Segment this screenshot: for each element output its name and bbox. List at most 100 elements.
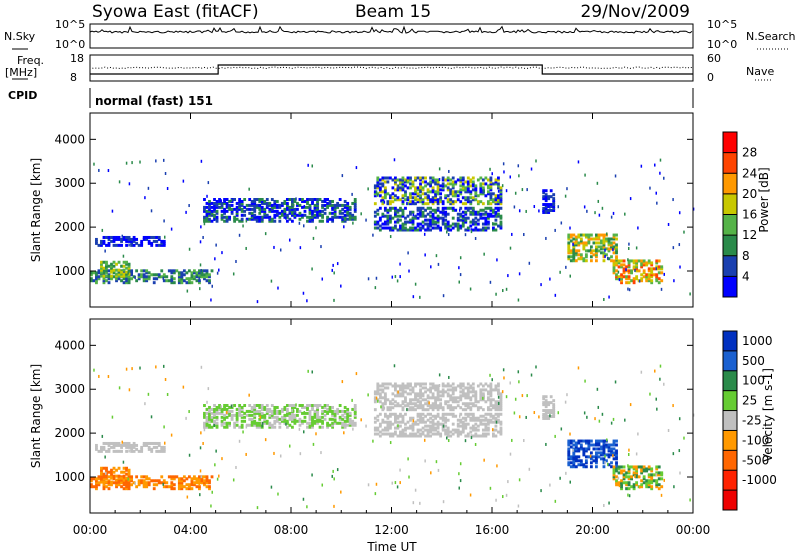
velocity-cell	[416, 412, 420, 416]
power-cell	[127, 277, 131, 281]
power-cell	[405, 179, 407, 183]
power-cell	[210, 219, 214, 223]
power-cell	[486, 190, 490, 194]
power-cell	[190, 271, 194, 275]
velocity-cell	[220, 411, 224, 415]
velocity-cell	[484, 426, 488, 430]
power-cell	[486, 214, 490, 218]
velocity-cell	[607, 449, 611, 453]
power-cell	[567, 235, 571, 239]
velocity-cell	[213, 415, 216, 419]
power-cell	[449, 190, 453, 194]
velocity-cell	[216, 477, 219, 481]
power-cell	[589, 245, 593, 249]
power-cell	[582, 247, 586, 251]
velocity-cell	[135, 485, 139, 489]
velocity-cell	[560, 427, 563, 431]
power-cell	[243, 213, 247, 217]
velocity-cell	[589, 451, 593, 455]
power-cell	[343, 217, 347, 221]
power-cell	[481, 202, 485, 206]
velocity-cell	[552, 403, 556, 407]
power-cell	[135, 241, 139, 245]
power-cell	[544, 210, 548, 214]
velocity-cell	[340, 490, 342, 494]
velocity-cell	[130, 449, 134, 453]
velocity-cell	[439, 404, 443, 408]
velocity-cell	[459, 432, 463, 436]
velocity-cell	[426, 404, 430, 408]
power-cell	[399, 208, 402, 212]
velocity-cell	[355, 372, 358, 376]
velocity-cell	[127, 478, 131, 482]
power-cell	[399, 178, 402, 182]
velocity-cell	[105, 475, 108, 479]
velocity-cell	[494, 386, 498, 390]
velocity-cell	[612, 443, 616, 447]
power-cell	[632, 265, 636, 269]
velocity-cell	[431, 420, 435, 424]
power-cell	[434, 198, 438, 202]
velocity-cell	[419, 382, 422, 386]
power-cell	[416, 216, 420, 220]
velocity-cell	[323, 404, 327, 408]
power-cell	[223, 219, 226, 223]
freq-panel: Freq. [MHz] 18 8 60 0 Nave	[5, 52, 774, 84]
power-cell	[306, 201, 309, 205]
power-cell	[125, 281, 128, 285]
velocity-cell	[640, 370, 643, 374]
velocity-cell	[200, 481, 204, 485]
power-cell	[441, 184, 445, 188]
power-cell	[406, 220, 410, 224]
power-cell	[411, 222, 415, 226]
velocity-cell	[492, 398, 495, 402]
velocity-cell	[318, 415, 322, 419]
power-cell	[389, 235, 392, 239]
velocity-cell	[383, 398, 387, 402]
velocity-cell	[628, 448, 630, 452]
power-cell	[545, 236, 547, 240]
power-cell	[220, 213, 224, 217]
velocity-cell	[479, 398, 483, 402]
velocity-cell	[595, 441, 598, 445]
velocity-cell	[405, 385, 407, 389]
power-cell	[451, 176, 455, 180]
power-cell	[492, 226, 495, 230]
power-cell	[597, 199, 600, 203]
power-ylabel: Slant Range [km]	[29, 158, 43, 262]
velocity-cell	[353, 415, 357, 419]
power-cell	[328, 203, 332, 207]
power-cell	[140, 239, 144, 243]
velocity-cell	[127, 445, 131, 449]
power-cell	[469, 192, 473, 196]
power-cell	[647, 279, 651, 283]
power-cell	[584, 243, 588, 247]
velocity-cell	[399, 392, 402, 396]
power-cell	[426, 218, 430, 222]
velocity-cell	[218, 404, 221, 408]
power-cell	[416, 194, 420, 198]
power-cell	[283, 207, 287, 211]
velocity-cell	[265, 421, 269, 425]
velocity-cell	[268, 415, 272, 419]
velocity-cell	[542, 403, 546, 407]
velocity-cell	[449, 398, 453, 402]
velocity-cell	[497, 392, 500, 396]
power-cell	[476, 178, 480, 182]
velocity-cell	[160, 481, 164, 485]
power-cell	[170, 271, 174, 275]
power-cell	[525, 209, 527, 213]
power-cell	[97, 271, 101, 275]
power-cell	[449, 192, 453, 196]
velocity-cell	[208, 415, 211, 419]
velocity-cell	[323, 413, 327, 417]
power-cell	[180, 277, 184, 281]
velocity-cell	[170, 483, 174, 487]
power-cell	[436, 214, 440, 218]
power-cell	[491, 222, 494, 226]
power-cell	[235, 207, 239, 211]
velocity-cell	[464, 426, 468, 430]
velocity-cell	[180, 477, 184, 481]
velocity-cell	[293, 421, 297, 425]
velocity-cell	[489, 408, 493, 412]
